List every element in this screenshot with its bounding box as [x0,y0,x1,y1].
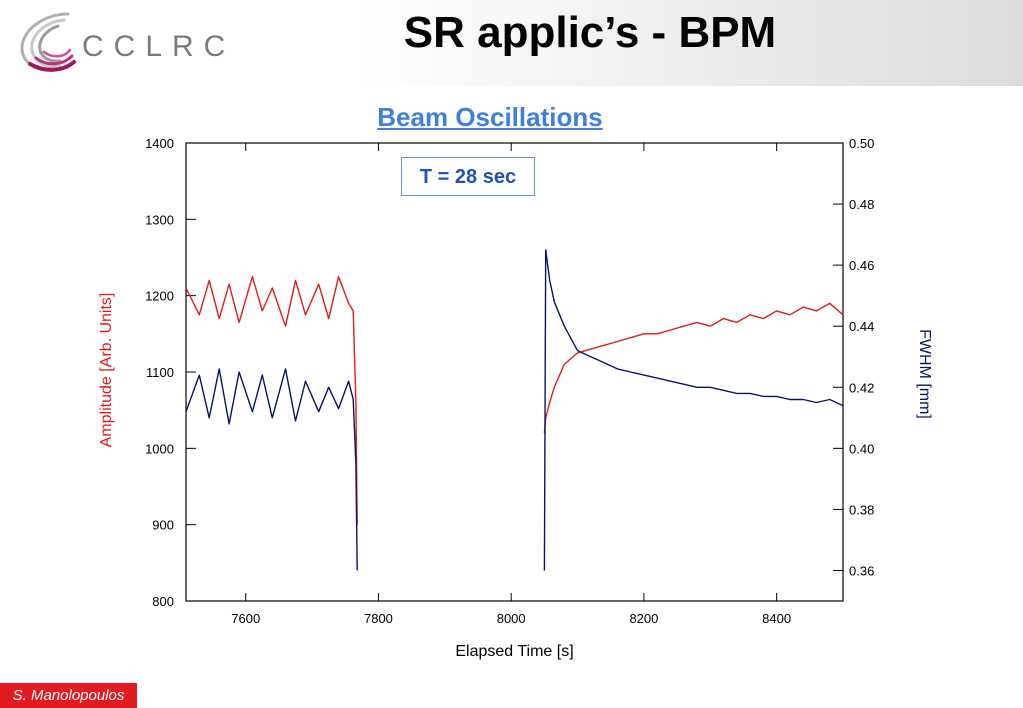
y-right-tick-label: 0.38 [849,502,874,517]
x-tick-label: 8400 [762,611,791,626]
logo-wordmark: CCLRC [82,30,236,63]
y-right-tick-label: 0.44 [849,319,874,334]
series-line-amplitude [185,275,844,525]
y-right-tick-label: 0.42 [849,380,874,395]
x-tick-label: 7600 [231,611,260,626]
slide-header: CCLRC SR applic’s - BPM [0,0,1023,86]
period-annotation: T = 28 sec [401,157,535,196]
x-tick-label: 8200 [629,611,658,626]
author-footer: S. Manolopoulos [0,683,137,708]
y-left-axis-label: Amplitude [Arb. Units] [98,293,115,448]
series-line-fwhm [185,249,844,571]
y-left-tick-label: 1100 [146,365,174,380]
y-left-tick-label: 1400 [145,136,174,151]
y-left-tick-label: 1300 [145,212,174,227]
y-right-tick-label: 0.36 [849,563,874,578]
y-left-tick-label: 800 [152,594,174,609]
cclrc-logo [20,12,76,72]
y-right-axis-label: FWHM [mm] [916,329,933,419]
x-axis-label: Elapsed Time [s] [455,643,573,660]
chart-title[interactable]: Beam Oscillations [377,102,603,132]
y-left-tick-label: 1200 [145,289,174,304]
y-right-tick-label: 0.46 [849,258,874,273]
y-right-tick-label: 0.48 [849,197,874,212]
x-tick-label: 7800 [364,611,393,626]
y-left-tick-label: 1000 [145,441,174,456]
x-tick-label: 8000 [497,611,526,626]
slide-title: SR applic’s - BPM [403,8,777,57]
y-right-tick-label: 0.50 [849,136,874,151]
y-right-tick-label: 0.40 [849,441,874,456]
y-left-tick-label: 900 [152,518,174,533]
